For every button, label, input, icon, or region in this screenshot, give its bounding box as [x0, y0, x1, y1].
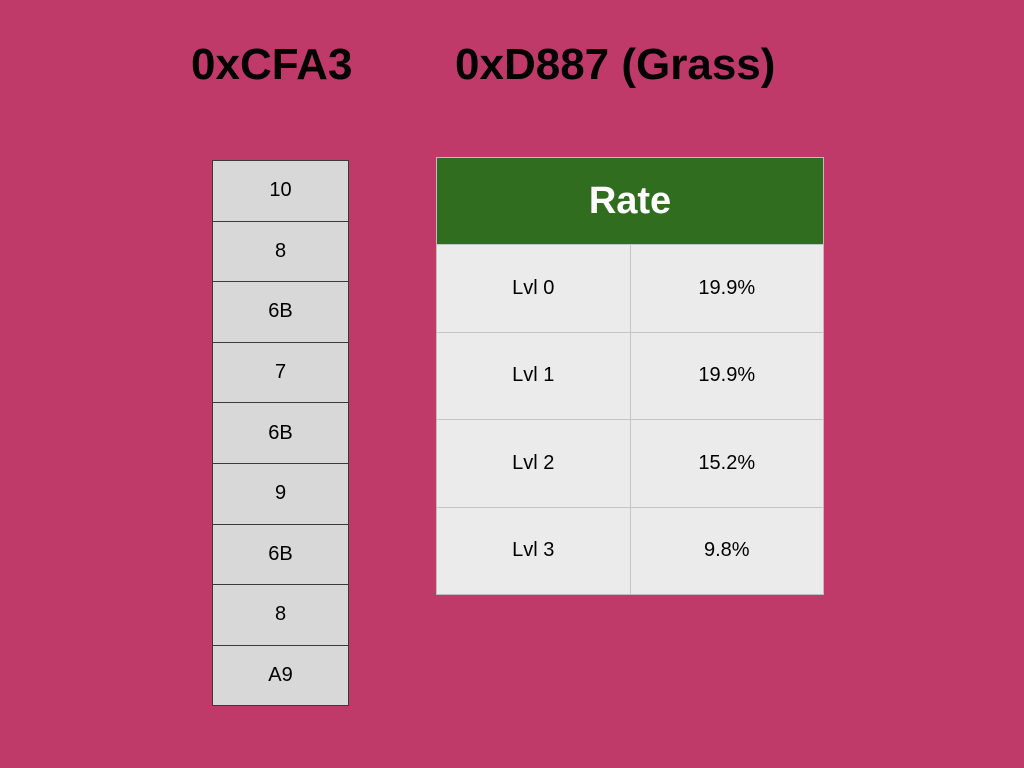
rate-table: Rate Lvl 0 19.9% Lvl 1 19.9% Lvl 2 15.2%…: [436, 157, 824, 595]
stack-cell: 10: [213, 161, 348, 222]
rate-value-cell: 19.9%: [629, 332, 824, 419]
stack-cell: 9: [213, 463, 348, 525]
rate-level-cell: Lvl 2: [512, 451, 555, 474]
stack-cell: A9: [213, 645, 348, 707]
heading-address-right: 0xD887 (Grass): [455, 40, 776, 89]
rate-row: Lvl 3 9.8%: [437, 506, 824, 594]
rate-value-cell: 9.8%: [629, 507, 824, 594]
stack-cell: 8: [213, 585, 348, 646]
stack-cell: 8: [213, 221, 348, 283]
rate-value-cell: 19.9%: [629, 245, 824, 332]
stack-cell: 7: [213, 342, 348, 404]
rate-level-cell: Lvl 0: [512, 276, 555, 299]
rate-table-header: Rate: [437, 158, 823, 244]
stack-cell: 6B: [213, 282, 348, 343]
rate-level-cell: Lvl 3: [512, 539, 555, 562]
heading-address-left: 0xCFA3: [191, 40, 353, 89]
rate-level-cell: Lvl 1: [512, 364, 555, 387]
rate-row: Lvl 1 19.9%: [437, 331, 824, 419]
rate-row: Lvl 0 19.9%: [437, 244, 823, 332]
stack-cell: 6B: [213, 403, 348, 464]
rate-value-cell: 15.2%: [629, 420, 824, 507]
rate-row: Lvl 2 15.2%: [437, 419, 823, 507]
stack-cell: 6B: [213, 524, 348, 586]
value-stack: 10 8 6B 7 6B 9 6B 8 A9: [212, 160, 349, 707]
